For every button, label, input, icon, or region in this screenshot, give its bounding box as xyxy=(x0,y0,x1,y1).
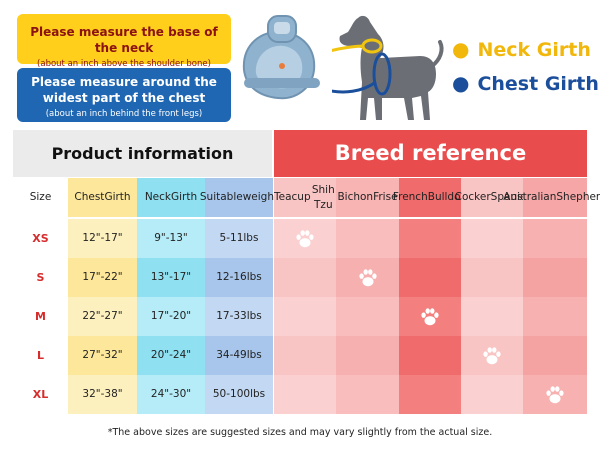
breed-cell xyxy=(336,219,399,258)
header-line: French xyxy=(392,191,428,203)
neck-instruction-banner: Please measure the base of the neck (abo… xyxy=(17,14,231,69)
blue-dot-icon: ● xyxy=(452,71,470,95)
legend-neck-girth: ● Neck Girth xyxy=(452,37,591,61)
header-line: Frise xyxy=(373,191,398,203)
header-line: Bichon xyxy=(337,191,374,203)
breed-cell xyxy=(274,258,336,297)
breed-cell xyxy=(399,219,461,258)
paw-icon xyxy=(544,384,566,406)
breed-cell xyxy=(461,297,523,336)
chest-instruction-note: (about an inch behind the front legs) xyxy=(45,109,203,119)
weight-value: 50-100lbs xyxy=(205,375,273,414)
neck-instruction-note: (about an inch above the shoulder bone) xyxy=(37,59,211,69)
header-line: Girth xyxy=(171,191,198,203)
breed-cell xyxy=(523,258,587,297)
breed-cell xyxy=(274,219,336,258)
header-line: Spaniel xyxy=(490,191,530,203)
breed-reference-header: Breed reference xyxy=(274,130,587,177)
chest-instruction-title-line1: Please measure around the xyxy=(31,75,217,89)
breed-cell xyxy=(336,336,399,375)
chest-girth-value: 17"-22" xyxy=(68,258,137,297)
neck-girth-value: 20"-24" xyxy=(137,336,205,375)
weight-value: 34-49lbs xyxy=(205,336,273,375)
chest-girth-value: 27"-32" xyxy=(68,336,137,375)
column-header-breed: French Bulldog xyxy=(393,178,467,217)
paw-icon xyxy=(357,267,379,289)
neck-instruction-title: Please measure the base of the neck xyxy=(30,25,218,55)
breed-cell xyxy=(399,258,461,297)
breed-cell xyxy=(523,336,587,375)
neck-girth-value: 17"-20" xyxy=(137,297,205,336)
harness-illustration xyxy=(242,15,320,100)
footnote: *The above sizes are suggested sizes and… xyxy=(107,427,493,438)
neck-girth-value: 9"-13" xyxy=(137,219,205,258)
paw-icon xyxy=(294,228,316,250)
paw-icon xyxy=(481,345,503,367)
size-label: M xyxy=(13,297,68,336)
chest-girth-value: 32"-38" xyxy=(68,375,137,414)
yellow-dot-icon: ● xyxy=(452,37,470,61)
header-line: Neck xyxy=(144,191,171,203)
breed-cell xyxy=(336,297,399,336)
legend-chest-girth: ● Chest Girth xyxy=(452,71,599,95)
column-header-breed: Cocker Spaniel xyxy=(455,178,529,217)
breed-cell xyxy=(461,375,523,414)
breed-cell xyxy=(461,336,523,375)
breed-cell xyxy=(461,219,523,258)
chest-instruction-title-line2: widest part of the chest xyxy=(42,91,206,105)
column-header-chest-girth: Chest Girth xyxy=(68,178,137,217)
column-header-weight: Suitable weight xyxy=(200,178,278,217)
size-label: XL xyxy=(13,375,68,414)
column-header-neck-girth: Neck Girth xyxy=(137,178,205,217)
size-label: L xyxy=(13,336,68,375)
chest-girth-value: 22"-27" xyxy=(68,297,137,336)
legend-neck-label: Neck Girth xyxy=(477,39,591,61)
breed-cell xyxy=(399,297,461,336)
header-line: Bulldog xyxy=(427,191,468,203)
breed-cell xyxy=(336,375,399,414)
header-line: Chest xyxy=(74,191,105,203)
breed-cell xyxy=(523,297,587,336)
header-line: Teacup xyxy=(274,191,311,203)
column-header-breed: Teacup Shih Tzu xyxy=(274,178,336,217)
header-line: Shih Tzu xyxy=(311,183,335,211)
chest-girth-value: 12"-17" xyxy=(68,219,137,258)
header-line: Girth xyxy=(104,191,131,203)
paw-icon xyxy=(419,306,441,328)
breed-cell xyxy=(399,375,461,414)
breed-cell xyxy=(274,297,336,336)
legend-chest-label: Chest Girth xyxy=(477,73,599,95)
header-line: Australian xyxy=(503,191,557,203)
breed-cell xyxy=(461,258,523,297)
breed-cell xyxy=(336,258,399,297)
breed-cell xyxy=(274,375,336,414)
neck-girth-value: 24"-30" xyxy=(137,375,205,414)
breed-cell xyxy=(523,219,587,258)
breed-cell xyxy=(399,336,461,375)
header-line: weight xyxy=(242,191,279,203)
breed-cell xyxy=(523,375,587,414)
neck-girth-value: 13"-17" xyxy=(137,258,205,297)
chest-instruction-banner: Please measure around the widest part of… xyxy=(17,68,231,122)
size-label: S xyxy=(13,258,68,297)
breed-cell xyxy=(274,336,336,375)
header-line: Shepherd xyxy=(556,191,600,203)
weight-value: 12-16lbs xyxy=(205,258,273,297)
weight-value: 5-11lbs xyxy=(205,219,273,258)
weight-value: 17-33lbs xyxy=(205,297,273,336)
dog-silhouette-illustration xyxy=(332,15,444,121)
column-header-size: Size xyxy=(13,178,68,217)
column-header-breed: Bichon Frise xyxy=(336,178,399,217)
column-header-breed: AustralianShepherd xyxy=(503,178,600,217)
header-line: Cocker xyxy=(454,191,491,203)
size-label: XS xyxy=(13,219,68,258)
header-line: Suitable xyxy=(199,191,243,203)
product-information-header: Product information xyxy=(13,130,272,177)
